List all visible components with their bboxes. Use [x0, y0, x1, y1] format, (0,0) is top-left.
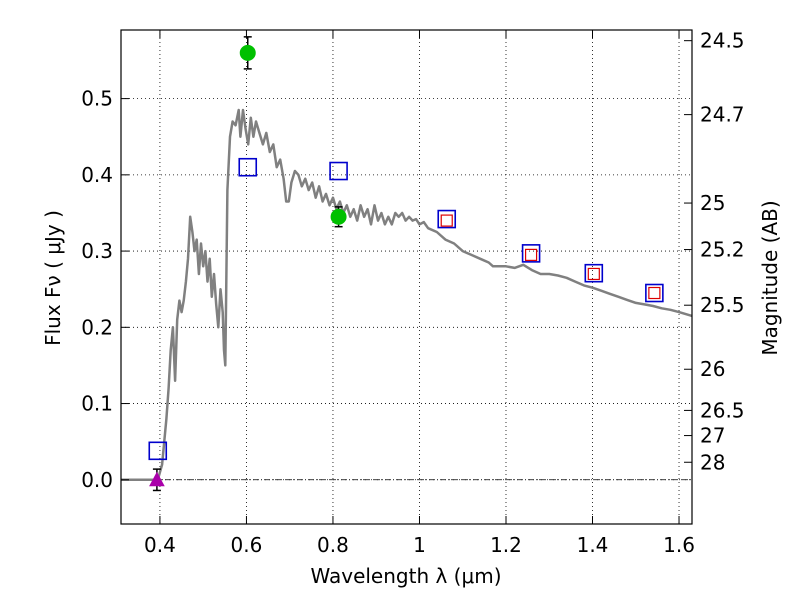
x-tick-label: 1.2 — [490, 533, 522, 557]
x-tick-label: 0.6 — [231, 533, 263, 557]
model-square — [437, 209, 457, 229]
x-tick-label: 1 — [413, 533, 426, 557]
model-square — [645, 283, 664, 303]
observed-square — [648, 286, 661, 300]
y-axis-label: Flux Fν ( μJy ) — [41, 210, 65, 346]
mag-tick-label: 24.5 — [700, 29, 745, 53]
x-tick-label: 0.8 — [317, 533, 349, 557]
mag-tick-label: 25.5 — [700, 293, 745, 317]
model-square — [584, 263, 604, 283]
model-square — [329, 161, 348, 181]
model-square — [238, 157, 258, 177]
mag-tick-label: 25.2 — [700, 238, 745, 262]
y-tick-label: 0.5 — [81, 87, 113, 111]
detection-point — [239, 44, 256, 61]
template-sed — [121, 108, 693, 482]
model-square — [521, 244, 541, 263]
detection-point — [330, 208, 347, 225]
upper-limit-triangle — [149, 471, 165, 487]
observed-square — [440, 214, 453, 227]
template-sed-line — [121, 108, 693, 482]
axis-tick-labels: 0.4 0.6 0.8 1 1.2 1.4 1.6 0.0 0.1 0.2 0.3 0.4 0.5 24.… — [81, 29, 744, 557]
y-tick-label: 0.2 — [81, 315, 113, 339]
mag-tick-label: 28 — [700, 450, 725, 474]
magnitude-axis-label: Magnitude (AB) — [758, 200, 782, 355]
x-axis-label: Wavelength λ (μm) — [310, 564, 501, 588]
observed-square — [587, 267, 600, 281]
photometry-markers — [148, 36, 664, 492]
mag-tick-label: 26.5 — [700, 398, 745, 422]
x-tick-label: 1.6 — [663, 533, 695, 557]
mag-tick-label: 26 — [700, 357, 725, 381]
mag-tick-label: 27 — [700, 424, 725, 448]
y-tick-label: 0.4 — [81, 163, 113, 187]
model-square — [148, 441, 168, 461]
x-tick-label: 0.4 — [144, 533, 176, 557]
plot-frame — [120, 29, 693, 525]
y-tick-label: 0.0 — [81, 468, 113, 492]
y-tick-label: 0.3 — [81, 239, 113, 263]
axis-ticks — [121, 30, 692, 524]
y-tick-label: 0.1 — [81, 392, 113, 416]
mag-tick-label: 24.7 — [700, 103, 745, 127]
x-tick-label: 1.4 — [577, 533, 609, 557]
mag-tick-label: 25 — [700, 191, 725, 215]
observed-square — [524, 248, 538, 261]
